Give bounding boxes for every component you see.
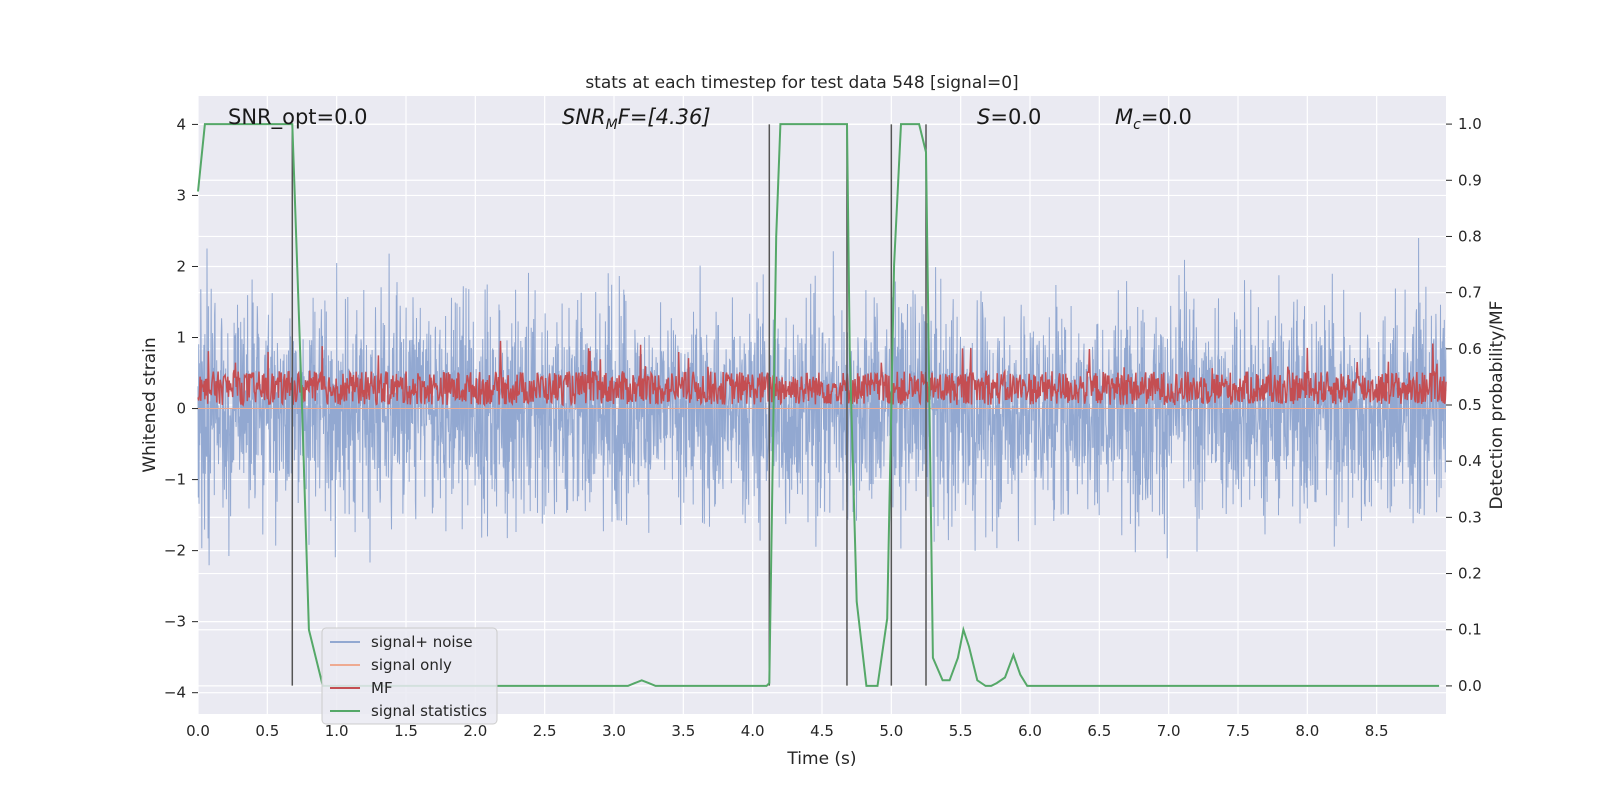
x-tick-labels: 0.0 0.5 1.0 1.5 2.0 2.5 3.0 3.5 4.0 4.5 5.0 5.5 6.0 6…	[186, 722, 1389, 740]
x-tick-label: 1.5	[394, 722, 418, 740]
legend-label-signal-only: signal only	[371, 656, 452, 674]
annotation-mc-value: =0.0	[1141, 105, 1192, 129]
y-right-tick-label: 0.4	[1458, 452, 1482, 470]
y-left-tick-label: 1	[176, 329, 186, 347]
x-tick-label: 3.5	[671, 722, 695, 740]
x-tick-label: 0.0	[186, 722, 210, 740]
x-tick-label: 5.5	[949, 722, 973, 740]
x-tick-label: 8.5	[1365, 722, 1389, 740]
mf-series	[197, 340, 1447, 408]
y-right-tick-label: 0.9	[1458, 171, 1482, 189]
annotation-snr-opt: SNR_opt=0.0	[228, 105, 368, 130]
x-axis-label: Time (s)	[786, 749, 856, 769]
mf-line	[197, 340, 1447, 408]
annotation-mc-symbol: M	[1115, 105, 1133, 129]
x-tick-label: 5.0	[879, 722, 903, 740]
y-right-tick-label: 0.2	[1458, 565, 1482, 583]
legend-box	[321, 627, 498, 725]
legend-label-noise: signal+ noise	[371, 633, 473, 651]
y-left-tick-label: 0	[176, 400, 186, 418]
x-tick-label: 6.0	[1018, 722, 1042, 740]
legend: signal+ noise signal only MF signal stat…	[321, 627, 498, 725]
x-tick-label: 3.0	[602, 722, 626, 740]
x-tick-label: 6.5	[1087, 722, 1111, 740]
x-tick-label: 7.0	[1157, 722, 1181, 740]
y-right-axis-label: Detection probability/MF	[1487, 301, 1507, 510]
y-right-tick-label: 0.6	[1458, 340, 1482, 358]
annotation-mc-subscript: c	[1133, 117, 1141, 133]
legend-label-stats: signal statistics	[371, 702, 487, 720]
y-left-tick-labels: 4 3 2 1 0 −1 −2 −3 −4	[164, 115, 198, 702]
y-right-tick-label: 0.5	[1458, 396, 1482, 414]
y-left-tick-label: 4	[176, 115, 186, 133]
noise-series	[197, 237, 1447, 566]
legend-label-mf: MF	[371, 679, 393, 697]
y-right-tick-labels: 1.0 0.9 0.8 0.7 0.6 0.5 0.4 0.3 0.2 0.1 0.0	[1446, 115, 1482, 695]
annotation-mc: Mc=0.0	[1115, 105, 1192, 133]
chart-title: stats at each timestep for test data 548…	[585, 73, 1018, 93]
x-tick-label: 2.5	[533, 722, 557, 740]
y-left-tick-label: −4	[164, 684, 186, 702]
y-right-tick-label: 0.0	[1458, 677, 1482, 695]
annotation-s: S=0.0	[977, 105, 1041, 129]
x-tick-label: 0.5	[255, 722, 279, 740]
y-right-tick-label: 0.1	[1458, 621, 1482, 639]
x-tick-label: 8.0	[1295, 722, 1319, 740]
y-left-tick-label: −1	[164, 471, 186, 489]
y-left-tick-label: −3	[164, 613, 186, 631]
y-left-axis-label: Whitened strain	[140, 337, 160, 472]
y-right-tick-label: 1.0	[1458, 115, 1482, 133]
x-tick-label: 1.0	[325, 722, 349, 740]
x-tick-label: 7.5	[1226, 722, 1250, 740]
annotation-snr-mf: SNRMF=[4.36]	[562, 105, 711, 133]
x-tick-label: 4.0	[741, 722, 765, 740]
noise-line	[197, 237, 1447, 566]
y-left-tick-label: −2	[164, 542, 186, 560]
y-right-tick-label: 0.8	[1458, 227, 1482, 245]
x-tick-label: 2.0	[463, 722, 487, 740]
y-right-tick-label: 0.7	[1458, 284, 1482, 302]
y-right-tick-label: 0.3	[1458, 508, 1482, 526]
annotation-s-value: =0.0	[990, 105, 1041, 129]
annotation-snr-mf-symbol: SNR	[562, 105, 606, 129]
annotation-snr-mf-value: F=[4.36]	[618, 105, 711, 129]
annotation-s-symbol: S	[977, 105, 990, 129]
x-tick-label: 4.5	[810, 722, 834, 740]
y-left-tick-label: 2	[176, 257, 186, 275]
annotation-snr-mf-subscript: M	[606, 117, 618, 133]
y-left-tick-label: 3	[176, 186, 186, 204]
